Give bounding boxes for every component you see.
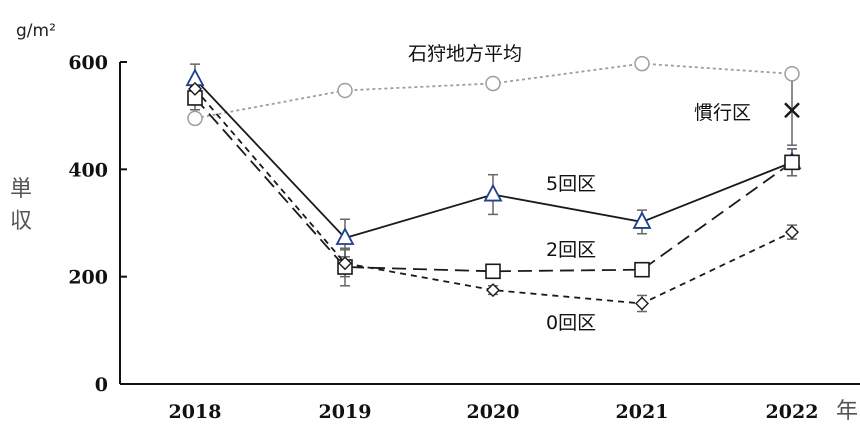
x-tick-label: 2018 [169,401,222,423]
series-label: 2回区 [546,239,596,261]
data-point-x [784,102,800,119]
data-point-triangle [632,211,652,229]
data-point-diamond [486,283,500,298]
data-point-square [784,154,800,171]
data-point-square [485,263,501,280]
plot-area: 石狩地方平均 5回区 2回区 0回区 慣行区 [185,43,802,334]
data-point-diamond [635,296,649,311]
y-axis-label-char: 収 [10,209,32,234]
data-point-circle [784,66,800,82]
data-point-diamond [188,81,202,96]
data-point-triangle [335,227,355,245]
series-label: 0回区 [546,312,596,334]
axes: 0 200 400 600 2018 2019 2020 2021 2022 [68,52,860,423]
data-point-diamond [785,225,799,240]
series-label: 慣行区 [694,102,751,124]
y-unit-label: g/m² [16,21,56,41]
y-tick-label: 200 [68,267,108,289]
y-axis-label-char: 単 [10,177,32,202]
series-line [194,97,793,273]
x-tick-label: 2019 [319,401,372,423]
x-tick-label: 2021 [616,401,669,423]
y-axis-label: 単収 [10,177,32,234]
y-tick-label: 0 [95,374,108,396]
data-point-circle [634,55,650,72]
x-axis-unit-label: 年 [836,399,858,424]
data-point-circle [187,110,203,127]
data-point-circle [485,75,501,92]
data-point-square [634,261,650,278]
series-label: 5回区 [546,173,596,195]
y-tick-label: 600 [68,52,108,74]
y-tick-label: 400 [68,159,108,181]
data-point-diamond [338,256,352,271]
series-label: 石狩地方平均 [408,43,522,65]
x-tick-label: 2020 [467,401,520,423]
data-point-triangle [483,183,503,202]
series-line [194,88,793,305]
x-tick-label: 2022 [766,401,819,423]
data-point-circle [337,82,353,99]
